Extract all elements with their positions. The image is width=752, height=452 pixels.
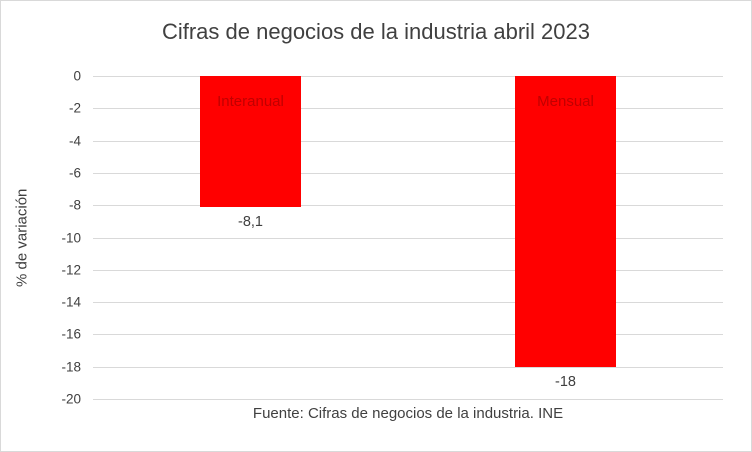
y-tick-label: -8 — [68, 197, 81, 213]
bar-mensual[interactable]: Mensual — [515, 76, 616, 367]
y-tick-label: -6 — [68, 165, 81, 181]
gridline — [93, 302, 723, 304]
gridline — [93, 205, 723, 207]
y-tick-label: -4 — [68, 133, 81, 149]
bar-category-label: Interanual — [217, 93, 284, 110]
bar-interanual[interactable]: Interanual — [200, 76, 301, 207]
y-axis-ticks: 0 -2 -4 -6 -8 -10 -12 -14 -16 -18 -20 — [29, 69, 85, 407]
gridline — [93, 366, 723, 368]
bar-value-label: -18 — [555, 373, 576, 390]
y-tick-label: -10 — [61, 230, 81, 245]
plot-area: Interanual -8,1 Mensual -18 — [93, 76, 723, 400]
y-tick-label: -16 — [61, 326, 81, 342]
y-tick-label: 0 — [73, 68, 81, 84]
gridline — [93, 399, 723, 400]
bar-category-label: Mensual — [537, 93, 594, 110]
gridline — [93, 108, 723, 110]
y-tick-label: -18 — [61, 359, 81, 375]
gridline — [93, 237, 723, 239]
chart-title: Cifras de negocios de la industria abril… — [161, 19, 591, 44]
gridline — [93, 269, 723, 271]
gridline — [93, 334, 723, 336]
y-tick-label: -2 — [68, 100, 81, 116]
gridline — [93, 172, 723, 174]
y-tick-label: -20 — [61, 391, 81, 407]
y-tick-label: -12 — [61, 262, 81, 278]
gridline — [93, 140, 723, 142]
gridline — [93, 76, 723, 77]
y-tick-label: -14 — [61, 294, 81, 310]
bar-value-label: -8,1 — [237, 213, 263, 230]
source-caption: Fuente: Cifras de negocios de la industr… — [252, 405, 564, 422]
